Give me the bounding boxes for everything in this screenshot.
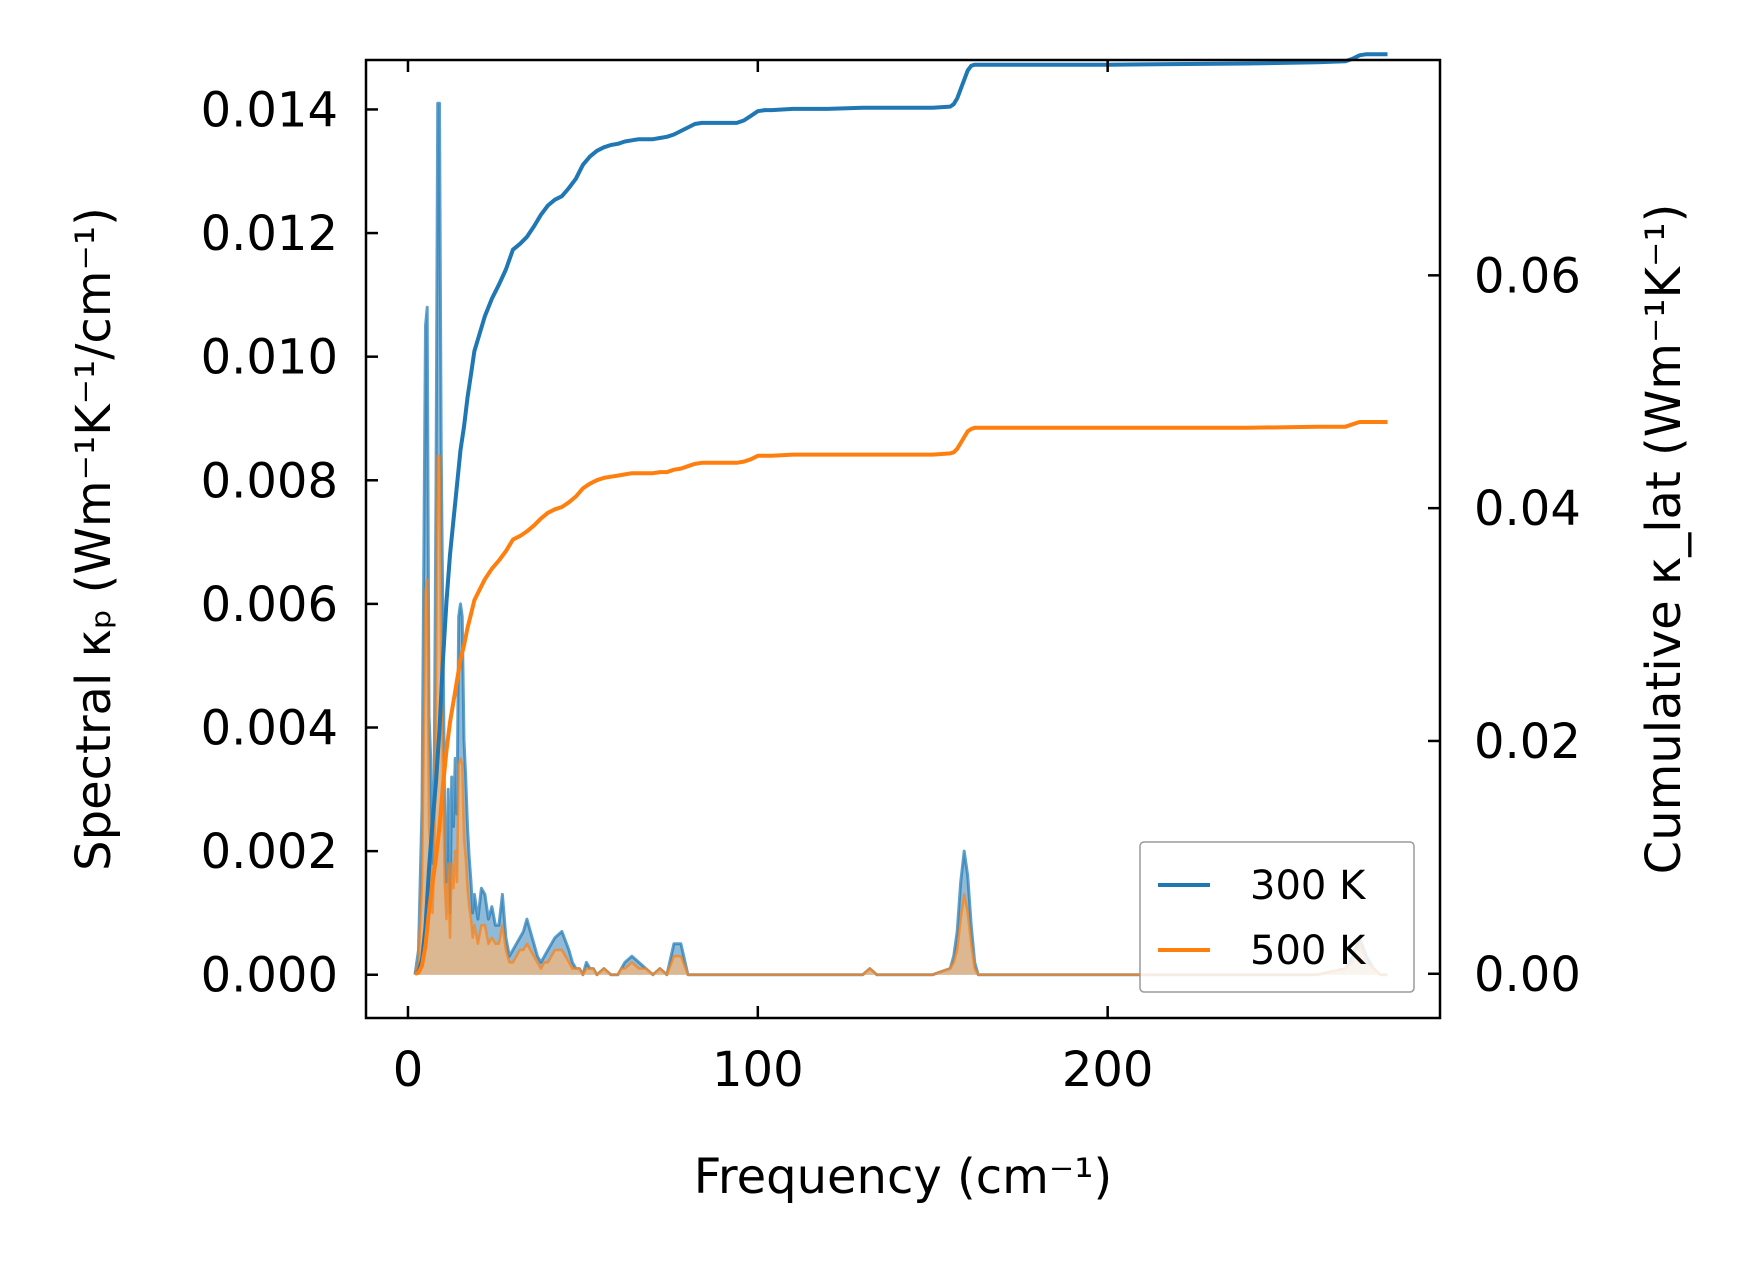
left-y-axis-title: Spectral κₚ (Wm⁻¹K⁻¹/cm⁻¹) — [66, 207, 122, 871]
plot-frame — [364, 58, 1442, 1020]
cumulative-500k-line — [414, 420, 1388, 976]
left-y-tick-label: 0.012 — [201, 206, 338, 262]
left-y-tick-label: 0.008 — [201, 453, 338, 509]
right-y-tick-label: 0.02 — [1474, 714, 1581, 770]
series-lines — [413, 52, 1388, 976]
legend-box — [1139, 841, 1415, 993]
cumulative-300k-line — [413, 52, 1388, 976]
x-tick-label: 200 — [1062, 1042, 1154, 1098]
right-y-tick-label: 0.04 — [1474, 481, 1581, 537]
x-tick-label: 0 — [393, 1042, 424, 1098]
right-y-tick-label: 0.00 — [1474, 947, 1581, 1003]
spectral-fills — [413, 101, 1388, 977]
left-y-tick-label: 0.014 — [201, 82, 338, 138]
x-tick-label: 100 — [712, 1042, 804, 1098]
right-y-axis-title: Cumulative κ_lat (Wm⁻¹K⁻¹) — [1636, 204, 1692, 875]
x-axis-title: Frequency (cm⁻¹) — [694, 1149, 1112, 1205]
legend-label-300k: 300 K — [1250, 863, 1367, 909]
left-y-tick-label: 0.006 — [201, 577, 338, 633]
right-y-tick-label: 0.06 — [1474, 248, 1581, 304]
axis-ticks: 0 100 200 0.000 0.002 0.004 0.006 0.008 0.010 0.0… — [201, 60, 1581, 1098]
legend-label-500k: 500 K — [1250, 928, 1367, 974]
left-y-tick-label: 0.010 — [201, 330, 338, 386]
left-y-tick-label: 0.002 — [201, 824, 338, 880]
legend: 300 K 500 K — [1139, 841, 1415, 993]
left-y-tick-label: 0.000 — [201, 948, 338, 1004]
spectral-500k-line — [413, 454, 1388, 976]
left-y-tick-label: 0.004 — [201, 701, 338, 757]
